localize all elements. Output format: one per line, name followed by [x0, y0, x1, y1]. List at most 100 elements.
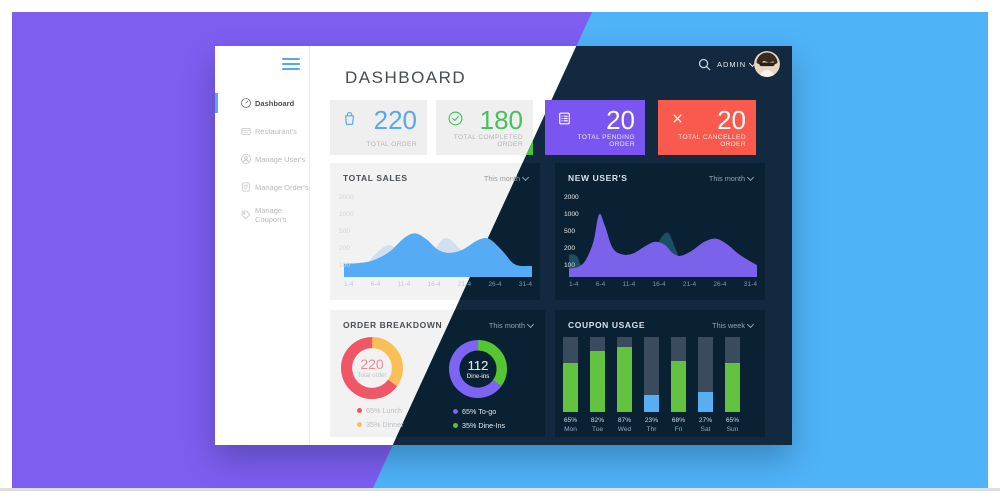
bar-percent-label: 27%	[698, 417, 713, 424]
donut-center-value: 220	[360, 356, 384, 372]
legend-item: 35% Dine-Ins	[453, 418, 505, 432]
x-axis-tick: 31-4	[518, 281, 532, 288]
panel-title: ORDER BREAKDOWN	[343, 320, 443, 330]
range-select[interactable]: This month	[488, 320, 535, 330]
panel-title: COUPON USAGE	[568, 320, 646, 330]
sidebar-item-label: Restaurant's	[255, 126, 297, 136]
x-axis-tick: 21-4	[457, 281, 472, 288]
sidebar-item-label: Manage Order's	[255, 182, 309, 192]
bar-day-label: Thr	[646, 426, 657, 433]
y-axis-tick: 2000	[564, 194, 579, 201]
range-label: This month	[488, 321, 525, 330]
check-circle-icon	[447, 110, 464, 127]
x-axis-tick: 26-4	[488, 281, 502, 288]
bar-day-label: Wed	[617, 426, 632, 433]
orders-icon	[240, 181, 252, 193]
sidebar-item-manage-coupon-s[interactable]: Manage Coupon's	[215, 201, 309, 229]
legend-item: 65% Lunch	[357, 403, 404, 417]
x-axis-tick: 16-4	[652, 281, 666, 288]
admin-menu[interactable]: ADMIN	[717, 59, 757, 69]
y-axis-tick: 200	[564, 245, 576, 252]
range-label: This week	[712, 321, 745, 330]
stat-value: 180	[479, 105, 523, 135]
donut-center-value: 112	[467, 358, 489, 373]
users-icon	[240, 153, 252, 165]
bar-percent-label: 87%	[617, 417, 632, 424]
sidebar-item-manage-user-s[interactable]: Manage User's	[215, 145, 309, 173]
y-axis-tick: 2000	[564, 194, 579, 201]
y-axis-tick: 100	[564, 262, 576, 269]
y-axis-tick: 1000	[564, 211, 579, 218]
coupons-icon	[240, 209, 252, 221]
stat-value: 220	[373, 105, 417, 135]
coupon-bar: 68% Fri	[671, 337, 686, 433]
bag-icon	[341, 110, 358, 127]
donut-center-label: Dine-ins	[466, 373, 490, 380]
area-series	[344, 233, 532, 277]
avatar[interactable]	[754, 51, 780, 77]
sidebar: Dashboard Restaurant's Manage User's Manage…	[215, 46, 310, 445]
y-axis-tick: 500	[564, 228, 576, 235]
panel-title: TOTAL SALES	[343, 173, 408, 183]
donut-center-value: 112	[467, 358, 489, 373]
chevron-down-icon	[746, 320, 755, 329]
sidebar-item-dashboard[interactable]: Dashboard	[215, 89, 309, 117]
sidebar-item-restaurant-s[interactable]: Restaurant's	[215, 117, 309, 145]
stat-value: 20	[606, 105, 635, 135]
coupon-bar: 65% Sun	[725, 337, 740, 433]
panel-title: NEW USER'S	[568, 173, 628, 183]
dashboard-icon	[240, 97, 252, 109]
sidebar-item-manage-order-s[interactable]: Manage Order's	[215, 173, 309, 201]
x-axis-tick: 31-4	[743, 281, 757, 288]
range-label: This month	[483, 174, 520, 183]
x-axis-tick: 16-4	[427, 281, 441, 288]
coupon-bar: 23% Thr	[644, 337, 659, 433]
donut-center: 112 Dine-ins	[449, 340, 507, 398]
stat-label: TOTAL ORDER	[366, 141, 417, 148]
stat-label: TOTAL PENDING ORDER	[577, 134, 635, 148]
x-axis-tick: 1-4	[344, 281, 354, 288]
x-axis-tick: 26-4	[713, 281, 727, 288]
bar-day-label: Sat	[700, 426, 711, 433]
page-title: DASHBOARD	[345, 68, 467, 87]
menu-icon[interactable]	[282, 58, 300, 73]
search-icon[interactable]	[697, 57, 712, 72]
y-axis-tick: 200	[339, 245, 351, 252]
coupon-usage-bars: 65% Mon 82% Tue 87% Wed 23% Thr 68% Fri 27% Sat 65% S…	[563, 337, 740, 433]
sidebar-item-label: Manage Coupon's	[255, 206, 287, 224]
bar-day-label: Tue	[591, 426, 604, 433]
range-label: This month	[708, 174, 745, 183]
donut-center-label: Total order	[357, 372, 387, 379]
bar-percent-label: 68%	[671, 417, 686, 424]
coupon-bar: 65% Mon	[563, 337, 578, 433]
legend-item: 35% Dinner	[357, 417, 404, 431]
y-axis-tick: 200	[564, 245, 576, 252]
range-select[interactable]: This month	[483, 173, 530, 183]
range-select[interactable]: This week	[712, 320, 755, 330]
cancel-x-icon	[669, 110, 686, 127]
pending-list-icon	[556, 110, 573, 127]
bar-day-label: Fri	[674, 426, 683, 433]
stat-card-completed-order: 180 TOTAL COMPLETED ORDER	[436, 100, 533, 155]
x-axis-tick: 1-4	[569, 281, 579, 288]
y-axis-tick: 1000	[564, 211, 579, 218]
legend-item: 65% To-go	[453, 404, 505, 418]
y-axis-tick: 500	[564, 228, 576, 235]
y-axis-tick: 2000	[339, 194, 354, 201]
y-axis-tick: 100	[339, 262, 351, 269]
coupon-bar: 82% Tue	[590, 337, 605, 433]
panel-coupon-usage: COUPON USAGE This week 65% Mon 82% Tue 87% We…	[555, 310, 765, 437]
total-sales-chart: 2000 1000 500 200 100 1-4 6-4 11-4 16-4 21-4 26-4 3…	[330, 163, 540, 300]
bar-percent-label: 65%	[563, 417, 578, 424]
range-select[interactable]: This month	[708, 173, 755, 183]
x-axis-tick: 6-4	[595, 281, 606, 288]
stat-card-cancelled-order: 20 TOTAL CANCELLED ORDER	[658, 100, 756, 155]
y-axis-tick: 1000	[339, 211, 354, 218]
sidebar-nav: Dashboard Restaurant's Manage User's Manage…	[215, 89, 309, 229]
